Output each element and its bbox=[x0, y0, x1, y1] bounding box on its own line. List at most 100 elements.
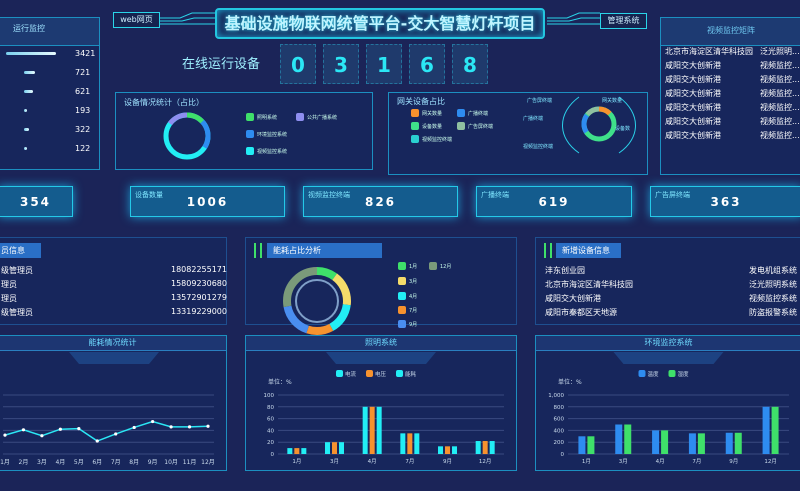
legend-item: 7月 bbox=[398, 306, 417, 314]
role: 理员 bbox=[1, 294, 17, 303]
data-point bbox=[3, 433, 7, 437]
tab-marker bbox=[544, 243, 552, 258]
run-level-bar bbox=[24, 147, 27, 150]
chart-title: 环境监控系统 bbox=[536, 336, 800, 351]
environment-chart-panel: 环境监控系统 单位：% 温度 湿度 0 200 400 600 800 1,000 1月 3月 4月 7月… bbox=[535, 335, 800, 471]
run-level-bar bbox=[6, 52, 56, 55]
legend-swatch bbox=[411, 109, 419, 117]
online-devices-label: 在线运行设备 bbox=[182, 57, 261, 72]
x-tick-label: 12月 bbox=[201, 459, 215, 466]
run-monitor-panel: 运行监控 3421 721 621 193 322 122 bbox=[0, 17, 100, 170]
legend-swatch bbox=[398, 320, 406, 328]
legend-label: 电压 bbox=[375, 370, 387, 378]
tab-marker bbox=[254, 243, 262, 258]
bar bbox=[445, 446, 450, 454]
data-point bbox=[187, 425, 192, 429]
bar bbox=[294, 448, 300, 454]
callout-label: 设备数 bbox=[615, 126, 631, 132]
location: 咸阳交大创新港 bbox=[665, 103, 721, 112]
energy-line-panel: 能耗情况统计 1月 2月 3月 4月 5月 6月 7月 8月 9月 10月 11月 12月 bbox=[0, 335, 227, 471]
legend-label: 视频监控系统 bbox=[257, 148, 288, 155]
y-tick-label: 1,000 bbox=[548, 393, 564, 399]
device-stats-donut bbox=[163, 112, 211, 160]
data-point bbox=[95, 439, 99, 443]
x-tick-label: 11月 bbox=[183, 459, 197, 466]
phone: 13319229000 bbox=[171, 307, 227, 316]
legend-label: 电流 bbox=[345, 370, 357, 378]
phone: 13572901279 bbox=[171, 293, 227, 302]
legend-label: 广播终端 bbox=[468, 110, 489, 117]
legend-label: 环境监控系统 bbox=[257, 131, 288, 138]
legend-label: 照明系统 bbox=[257, 114, 278, 121]
system: 视频监控... bbox=[760, 75, 800, 84]
circuit-decoration bbox=[160, 12, 215, 25]
y-tick-label: 0 bbox=[561, 452, 565, 458]
legend-label: 4月 bbox=[409, 293, 418, 300]
location: 沣东创业园 bbox=[545, 266, 585, 275]
location: 咸阳市秦都区天地源 bbox=[545, 308, 617, 317]
x-tick-label: 9月 bbox=[443, 458, 452, 465]
circuit-decoration bbox=[547, 12, 600, 25]
donut-slice bbox=[283, 267, 351, 335]
legend-item: 3月 bbox=[398, 277, 417, 285]
gateway-donut bbox=[562, 96, 636, 154]
x-tick-label: 1月 bbox=[292, 458, 301, 465]
panel-title: 员信息 bbox=[0, 243, 41, 258]
bar bbox=[407, 433, 413, 454]
web-page-button[interactable]: web网页 bbox=[113, 12, 160, 28]
bar bbox=[688, 433, 696, 454]
bar bbox=[369, 406, 375, 454]
legend-swatch bbox=[246, 147, 254, 155]
legend-label: 能耗 bbox=[405, 370, 417, 378]
panel-title: 运行监控 bbox=[13, 24, 45, 33]
legend-label: 网关数量 bbox=[422, 110, 443, 117]
x-tick-label: 7月 bbox=[692, 458, 701, 465]
system: 防盗报警系统 bbox=[749, 308, 797, 317]
system: 泛光照明... bbox=[760, 47, 800, 56]
system: 视频监控系统 bbox=[749, 294, 797, 303]
legend-item: 环境监控系统 bbox=[246, 130, 287, 138]
bar bbox=[400, 433, 406, 454]
legend-swatch bbox=[411, 135, 419, 143]
run-level-bar bbox=[24, 71, 35, 74]
bar bbox=[661, 430, 669, 454]
data-point bbox=[169, 425, 173, 429]
callout-label: 视频监控终端 bbox=[523, 144, 554, 150]
legend-label: 广告屏终端 bbox=[468, 123, 494, 130]
x-tick-label: 2月 bbox=[19, 459, 29, 466]
legend-item: 9月 bbox=[398, 320, 417, 328]
system: 视频监控... bbox=[760, 131, 800, 140]
x-tick-label: 6月 bbox=[92, 459, 102, 466]
online-digit: 0 bbox=[280, 44, 316, 84]
legend-item: 照明系统 bbox=[246, 113, 277, 121]
stat-value: 363 bbox=[710, 195, 742, 209]
y-tick-label: 40 bbox=[267, 428, 274, 434]
stat-card: 广播终端 619 bbox=[476, 186, 632, 217]
run-value: 721 bbox=[75, 68, 91, 77]
x-tick-label: 12月 bbox=[479, 458, 492, 465]
callout-label: 网关数量 bbox=[602, 98, 623, 104]
y-tick-label: 60 bbox=[267, 417, 274, 423]
panel-title: 能耗占比分析 bbox=[267, 243, 382, 258]
y-tick-label: 800 bbox=[554, 405, 565, 411]
data-point bbox=[206, 424, 210, 428]
y-tick-label: 200 bbox=[554, 440, 565, 446]
management-system-button[interactable]: 管理系统 bbox=[600, 13, 647, 29]
run-level-bar bbox=[24, 128, 29, 131]
location: 咸阳交大创新港 bbox=[665, 131, 721, 140]
donut-slice bbox=[283, 267, 351, 335]
role: 级管理员 bbox=[1, 308, 33, 317]
x-tick-label: 1月 bbox=[582, 458, 591, 465]
callout-label: 广告屏终端 bbox=[527, 98, 553, 104]
bar bbox=[438, 446, 443, 454]
bar bbox=[482, 441, 488, 454]
bar bbox=[697, 433, 705, 454]
run-value: 193 bbox=[75, 106, 91, 115]
legend-swatch bbox=[668, 370, 676, 377]
legend-swatch bbox=[336, 370, 343, 377]
legend-item: 视频监控系统 bbox=[246, 147, 287, 155]
series-line bbox=[4, 420, 209, 442]
legend-item: 4月 bbox=[398, 292, 417, 300]
legend-swatch bbox=[429, 262, 437, 270]
online-digit: 3 bbox=[323, 44, 359, 84]
